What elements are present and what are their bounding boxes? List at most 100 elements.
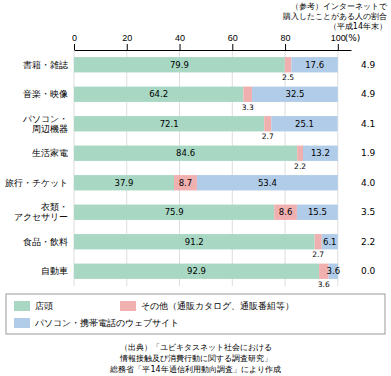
data-label: 6.1 bbox=[323, 237, 337, 247]
tick-label: 書籍・雑誌 bbox=[23, 60, 68, 70]
tick-label-line: 旅行・チケット bbox=[5, 178, 68, 188]
data-label: 84.6 bbox=[176, 148, 195, 158]
tick-mark bbox=[127, 44, 128, 50]
tick-label: 衣類・アクセサリー bbox=[14, 202, 68, 222]
ratio-label: 3.5 bbox=[361, 207, 375, 217]
bar bbox=[322, 234, 338, 249]
ratio-label: 4.9 bbox=[361, 89, 376, 99]
bar bbox=[264, 116, 271, 131]
legend-border bbox=[6, 294, 385, 334]
tick-label: 80 bbox=[281, 33, 291, 43]
bar bbox=[74, 87, 243, 102]
axis-line bbox=[75, 50, 352, 51]
legend-label: 店頭 bbox=[35, 301, 53, 311]
chart: 79.964.272.184.637.975.991.292.92.53.32.… bbox=[0, 0, 391, 376]
data-label: 92.9 bbox=[187, 266, 206, 276]
axis-label: (%) bbox=[345, 33, 361, 43]
data-label: 72.1 bbox=[160, 119, 179, 129]
bar bbox=[74, 234, 315, 249]
data-label: 79.9 bbox=[170, 60, 189, 70]
data-label: 64.2 bbox=[149, 89, 168, 99]
bar bbox=[74, 205, 274, 220]
bar bbox=[271, 116, 337, 131]
bar bbox=[74, 175, 174, 190]
bar bbox=[297, 205, 338, 220]
bar bbox=[74, 146, 297, 161]
ratio-label: 4.1 bbox=[361, 119, 375, 129]
ratio-note-line: （参考）インターネットで bbox=[291, 2, 388, 11]
data-label: 3.3 bbox=[242, 103, 254, 112]
tick-label: 40 bbox=[175, 33, 185, 43]
grid bbox=[74, 50, 338, 286]
legend-swatch bbox=[14, 301, 30, 311]
legend-label: パソコン・携帯電話のウェブサイト bbox=[34, 318, 179, 328]
tick-label: 音楽・映像 bbox=[23, 89, 68, 99]
tick-label-line: パソコン・ bbox=[22, 114, 68, 124]
bar bbox=[315, 234, 322, 249]
legend-swatch bbox=[120, 301, 136, 311]
ratio-label: 0.0 bbox=[361, 266, 376, 276]
tick: 80 bbox=[281, 33, 291, 50]
data-label: 25.1 bbox=[295, 119, 314, 129]
data-label: 8.7 bbox=[179, 178, 193, 188]
tick-label-line: 周辺機器 bbox=[32, 124, 68, 134]
tick-label: 20 bbox=[122, 33, 132, 43]
tick: 100 bbox=[331, 33, 346, 50]
bar bbox=[297, 146, 303, 161]
tick: 書籍・雑誌 bbox=[23, 60, 74, 70]
tick-label-line: アクセサリー bbox=[14, 212, 68, 222]
grid-line bbox=[74, 50, 75, 286]
tick-label: パソコン・周辺機器 bbox=[22, 114, 68, 134]
bar bbox=[74, 264, 319, 279]
annotation: 総務省「平14年通信利用動向調査」により作成 bbox=[109, 365, 280, 374]
annotation: 情報接触及び消費行動に関する調査研究」 bbox=[119, 354, 272, 363]
ratio-label: 4.9 bbox=[361, 60, 376, 70]
tick-label: 100 bbox=[331, 33, 346, 43]
data-label: 91.2 bbox=[185, 237, 204, 247]
legend: 店頭その他（通販カタログ、通販番組等）パソコン・携帯電話のウェブサイト bbox=[6, 294, 385, 334]
annotation: （出典）「ユビキタスネット社会における bbox=[120, 343, 272, 352]
ratio-label: 1.9 bbox=[361, 148, 376, 158]
bar bbox=[74, 57, 285, 72]
tick: パソコン・周辺機器 bbox=[22, 114, 74, 134]
tick: 60 bbox=[228, 33, 238, 50]
data-label: 3.6 bbox=[327, 266, 341, 276]
data-labels: 79.964.272.184.637.975.991.292.92.53.32.… bbox=[115, 60, 341, 289]
grid-line bbox=[337, 50, 338, 286]
bar bbox=[303, 146, 338, 161]
bar bbox=[252, 87, 338, 102]
tick-label-line: 自動車 bbox=[41, 266, 68, 276]
ratio-note: （参考）インターネットで購入したことがある人の割合（平成14年末） bbox=[283, 2, 388, 31]
ratio-note-line: 購入したことがある人の割合 bbox=[283, 12, 387, 21]
tick: 旅行・チケット bbox=[5, 178, 74, 188]
tick-label: 0 bbox=[72, 33, 77, 43]
ratio-note-line: （平成14年末） bbox=[329, 22, 387, 31]
tick-label-line: 書籍・雑誌 bbox=[23, 60, 68, 70]
tick: 食品・飲料 bbox=[23, 237, 74, 247]
grid-line bbox=[126, 50, 127, 286]
data-label: 2.5 bbox=[282, 73, 294, 82]
tick-label: 食品・飲料 bbox=[23, 237, 68, 247]
data-label: 15.5 bbox=[308, 207, 327, 217]
data-label: 2.2 bbox=[294, 162, 306, 171]
data-label: 53.4 bbox=[258, 178, 277, 188]
bar bbox=[291, 57, 337, 72]
data-label: 2.7 bbox=[312, 250, 324, 259]
tick: 音楽・映像 bbox=[23, 89, 74, 99]
bar bbox=[174, 175, 197, 190]
tick-mark bbox=[338, 44, 339, 50]
tick-label: 60 bbox=[228, 33, 238, 43]
tick-label-line: 食品・飲料 bbox=[23, 237, 68, 247]
data-label: 32.5 bbox=[285, 89, 304, 99]
data-label: 3.6 bbox=[318, 280, 330, 289]
grid-line bbox=[232, 50, 233, 286]
tick-mark bbox=[180, 44, 181, 50]
tick: 0 bbox=[72, 33, 77, 50]
tick-label-line: 生活家電 bbox=[32, 148, 68, 158]
data-label: 75.9 bbox=[165, 207, 184, 217]
tick-mark bbox=[232, 44, 233, 50]
tick-label: 旅行・チケット bbox=[5, 178, 68, 188]
bar bbox=[285, 57, 292, 72]
tick-label: 生活家電 bbox=[32, 148, 68, 158]
data-label: 17.6 bbox=[305, 60, 324, 70]
